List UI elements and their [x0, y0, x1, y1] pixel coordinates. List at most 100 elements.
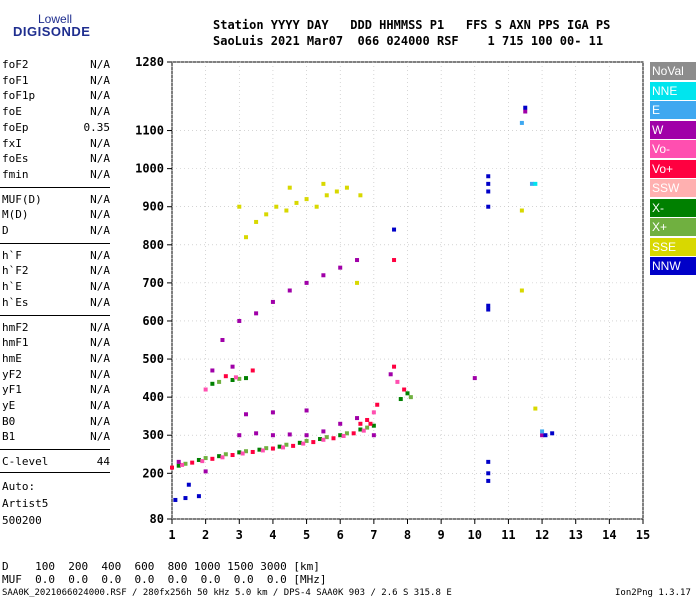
data-point	[540, 433, 545, 438]
param-name: M(D)	[2, 208, 29, 222]
data-point	[523, 109, 528, 114]
data-point	[217, 454, 222, 459]
param-value: N/A	[90, 383, 110, 397]
series-xplus	[183, 376, 413, 466]
x-tick-label: 12	[535, 528, 549, 542]
data-point	[270, 299, 275, 304]
data-point	[183, 461, 188, 466]
footer-info: SAA0K_2021066024000.RSF / 280fx256h 50 k…	[2, 588, 452, 598]
legend-item-w: W	[650, 120, 696, 139]
param-name: foEp	[2, 120, 29, 134]
data-point	[344, 431, 349, 436]
data-point	[344, 185, 349, 190]
data-point	[392, 227, 397, 232]
data-point	[519, 288, 524, 293]
param-value: N/A	[90, 208, 110, 222]
data-point	[200, 459, 205, 464]
data-point	[321, 437, 326, 442]
series-e	[519, 120, 545, 434]
auto-label: Auto:	[2, 480, 36, 493]
data-point	[338, 421, 343, 426]
data-point	[486, 204, 491, 209]
param-value: N/A	[90, 167, 110, 181]
param-value: N/A	[90, 89, 110, 103]
data-point	[533, 406, 538, 411]
param-value: N/A	[90, 295, 110, 309]
y-tick-label: 80	[150, 512, 164, 526]
x-tick-label: 13	[568, 528, 582, 542]
param-name: foF2	[2, 58, 29, 71]
data-point	[220, 338, 225, 343]
data-point	[223, 374, 228, 379]
data-point	[405, 391, 410, 396]
data-point	[486, 174, 491, 179]
param-value: N/A	[90, 320, 110, 334]
data-point	[358, 193, 363, 198]
data-point	[519, 120, 524, 125]
param-value: N/A	[90, 192, 110, 206]
data-point	[304, 280, 309, 285]
data-point	[395, 379, 400, 384]
data-point	[196, 457, 201, 462]
data-point	[257, 447, 262, 452]
data-point	[210, 456, 215, 461]
legend-item-voplus: Vo+	[650, 159, 696, 178]
data-point	[180, 462, 185, 467]
x-tick-label: 10	[468, 528, 482, 542]
legend-item-xminus: X-	[650, 198, 696, 217]
series-xminus	[176, 376, 410, 468]
data-point	[284, 442, 289, 447]
data-point	[176, 459, 181, 464]
x-tick-label: 4	[269, 528, 276, 542]
muf-row: MUF 0.0 0.0 0.0 0.0 0.0 0.0 0.0 0.0 [MHz…	[2, 573, 327, 586]
data-point	[388, 372, 393, 377]
data-point	[375, 402, 380, 407]
distance-row: D 100 200 400 600 800 1000 1500 3000 [km…	[2, 560, 320, 573]
data-point	[260, 448, 265, 453]
series-w	[176, 109, 545, 474]
data-point	[270, 410, 275, 415]
param-name: D	[2, 224, 9, 237]
param-name: yF2	[2, 367, 22, 381]
data-point	[361, 428, 366, 433]
data-point	[304, 438, 309, 443]
data-point	[338, 433, 343, 438]
data-point	[217, 379, 222, 384]
param-divider	[0, 186, 110, 188]
data-point	[321, 273, 326, 278]
legend-item-sse: SSE	[650, 237, 696, 256]
series-nne	[533, 181, 538, 186]
param-value: N/A	[90, 264, 110, 278]
y-tick-label: 1280	[135, 55, 164, 69]
data-point	[355, 258, 360, 263]
data-point	[304, 197, 309, 202]
x-axis-ticks: 1 2 3 4 5 6 7 8 9 10 11 12 13 14 15	[168, 519, 650, 542]
param-value: N/A	[90, 367, 110, 381]
data-point	[365, 417, 370, 422]
x-tick-label: 8	[404, 528, 411, 542]
data-point	[287, 432, 292, 437]
data-point	[402, 387, 407, 392]
x-tick-label: 9	[438, 528, 445, 542]
data-point	[486, 478, 491, 483]
data-point	[301, 441, 306, 446]
data-point	[318, 437, 323, 442]
param-name: hmF2	[2, 320, 29, 334]
data-point	[324, 435, 329, 440]
data-point	[371, 410, 376, 415]
x-tick-label: 3	[236, 528, 243, 542]
param-value: N/A	[90, 248, 110, 262]
legend-item-vominus: Vo-	[650, 140, 696, 158]
data-point	[270, 446, 275, 451]
data-point	[237, 450, 242, 455]
footer-version: Ion2Png 1.3.17	[615, 588, 691, 598]
data-point	[244, 376, 249, 381]
ionogram-chart: 1 2 3 4 5 6 7 8 9 10 11 12 13 14 15 802003004005006007…	[135, 55, 650, 542]
param-name: B1	[2, 430, 16, 444]
data-point	[540, 429, 545, 434]
data-point	[230, 453, 235, 458]
data-point	[287, 185, 292, 190]
plot-grid	[171, 61, 644, 520]
data-point	[270, 433, 275, 438]
y-tick-label: 700	[142, 276, 164, 290]
